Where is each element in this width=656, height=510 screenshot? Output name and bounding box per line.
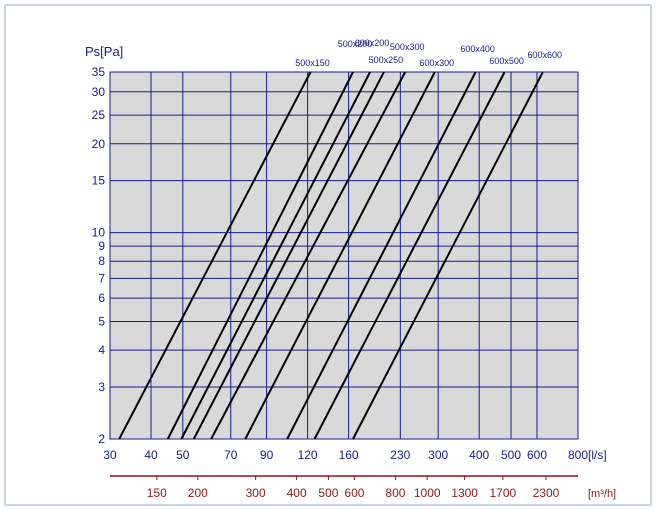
y-tick-label: 10 — [92, 226, 106, 240]
x-tick-label: 300 — [428, 448, 448, 462]
x-tick-label: 120 — [298, 448, 318, 462]
secondary-tick-label: 500 — [318, 486, 338, 500]
series-label-500x300: 500x300 — [390, 42, 425, 52]
x-tick-label: 30 — [103, 448, 117, 462]
secondary-tick-label: 400 — [287, 486, 307, 500]
y-tick-label: 9 — [98, 239, 105, 253]
series-lines — [118, 71, 544, 440]
x-tick-label: 400 — [469, 448, 489, 462]
x-tick-label: 40 — [144, 448, 158, 462]
secondary-tick-label: 1300 — [451, 486, 478, 500]
chart-frame: 500x150 500x200 600x200 500x250 500x300 600x3… — [4, 4, 652, 506]
series-line-600x200 — [180, 71, 371, 440]
series-line-600x600 — [352, 71, 544, 440]
y-tick-label: 30 — [92, 85, 106, 99]
y-tick-label: 6 — [98, 291, 105, 305]
y-tick-label: 15 — [92, 174, 106, 188]
y-tick-label: 5 — [98, 315, 105, 329]
secondary-tick-label: 2300 — [533, 486, 560, 500]
x-tick-label: 160 — [339, 448, 359, 462]
y-tick-label: 35 — [92, 65, 106, 79]
secondary-x-axis-unit: [m³/h] — [588, 488, 616, 500]
secondary-tick-label: 600 — [344, 486, 364, 500]
series-label-600x300: 600x300 — [420, 58, 455, 68]
series-line-500x250 — [192, 71, 385, 440]
series-line-600x500 — [313, 71, 506, 440]
x-tick-label: 50 — [176, 448, 190, 462]
series-label-500x150: 500x150 — [295, 58, 330, 68]
secondary-tick-label: 800 — [385, 486, 405, 500]
y-tick-label: 7 — [98, 271, 105, 285]
series-label-500x250: 500x250 — [369, 55, 404, 65]
y-tick-label: 25 — [92, 108, 106, 122]
secondary-x-axis: 150 200 300 400 500 600 800 1000 1300 1700 2300 — [110, 475, 578, 500]
series-label-500x200: 500x200 — [338, 39, 373, 49]
series-label-600x500: 600x500 — [489, 56, 524, 66]
series-label-600x200: 600x200 — [355, 38, 390, 48]
grid — [109, 71, 579, 440]
y-tick-label: 8 — [98, 254, 105, 268]
secondary-tick-label: 1700 — [490, 486, 517, 500]
series-line-500x150 — [118, 71, 312, 440]
series-line-600x300 — [244, 71, 436, 440]
x-tick-label: 600 — [527, 448, 547, 462]
series-line-500x200 — [166, 71, 354, 440]
secondary-tick-label: 200 — [188, 486, 208, 500]
x-tick-label: 70 — [224, 448, 238, 462]
series-line-600x400 — [286, 71, 477, 440]
y-tick-label: 3 — [98, 380, 105, 394]
series-line-500x300 — [210, 71, 407, 440]
x-axis-ticks: 30 40 50 70 90 120 160 230 300 400 500 600 800 — [103, 448, 588, 462]
secondary-tick-label: 1000 — [414, 486, 441, 500]
y-axis-label: Ps[Pa] — [85, 44, 123, 59]
secondary-tick-label: 150 — [147, 486, 167, 500]
x-tick-label: 230 — [390, 448, 410, 462]
x-axis-unit: [l/s] — [588, 448, 607, 462]
series-label-600x400: 600x400 — [460, 44, 495, 54]
y-tick-label: 4 — [98, 343, 105, 357]
series-label-600x600: 600x600 — [528, 50, 563, 60]
secondary-tick-label: 300 — [246, 486, 266, 500]
x-tick-label: 90 — [260, 448, 274, 462]
x-tick-label: 500 — [501, 448, 521, 462]
y-tick-label: 20 — [92, 137, 106, 151]
y-tick-label: 2 — [98, 432, 105, 446]
x-tick-label: 800 — [568, 448, 588, 462]
plot-area — [109, 71, 579, 440]
